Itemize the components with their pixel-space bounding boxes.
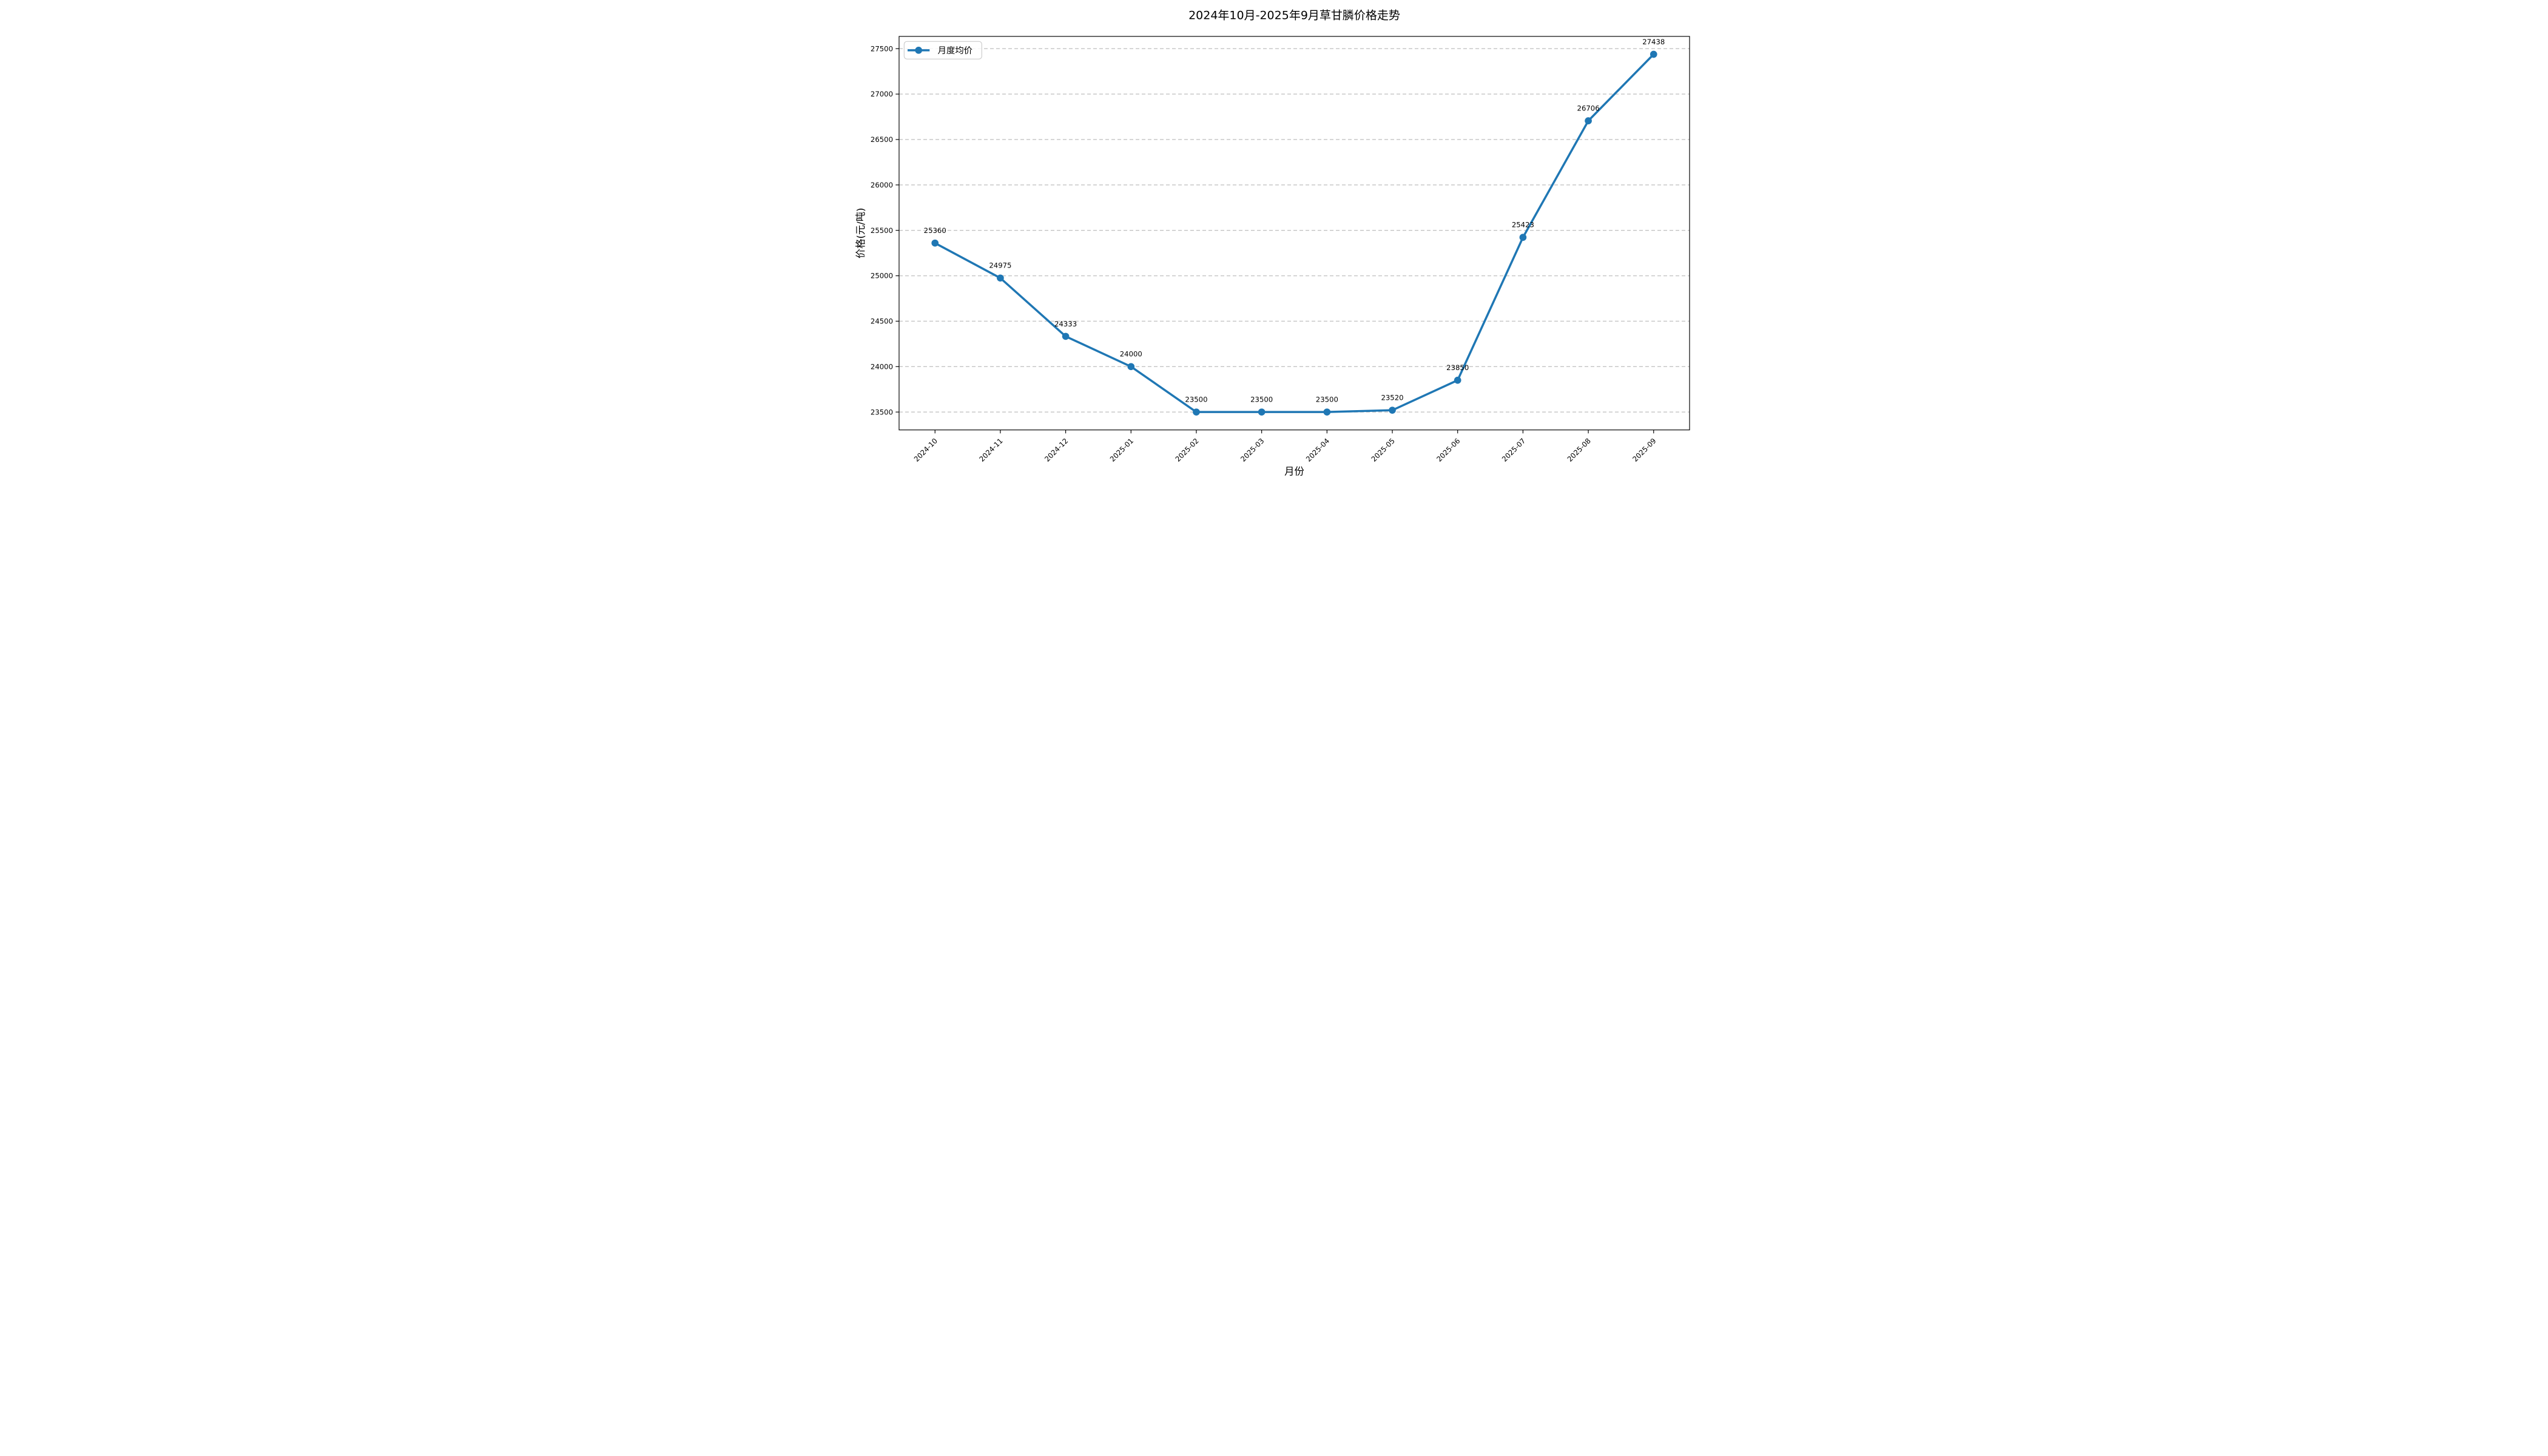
chart-figure: 23500 24000 24500 25000 25500 26000 26500 27000… bbox=[849, 0, 1699, 485]
data-point-2025-07 bbox=[1519, 234, 1527, 241]
x-axis-title: 月份 bbox=[1284, 466, 1304, 477]
data-point-2024-10 bbox=[931, 239, 939, 247]
data-point-2025-02 bbox=[1193, 408, 1200, 416]
point-label-2025-05: 23520 bbox=[1381, 394, 1403, 402]
y-tick-label: 26000 bbox=[871, 181, 893, 189]
data-point-2024-11 bbox=[997, 274, 1004, 282]
data-point-2025-09 bbox=[1650, 50, 1657, 58]
y-tick-label: 24000 bbox=[871, 362, 893, 371]
y-tick-label: 27500 bbox=[871, 44, 893, 53]
price-trend-line-chart: 23500 24000 24500 25000 25500 26000 26500 27000… bbox=[849, 0, 1699, 485]
chart-background bbox=[849, 0, 1699, 485]
point-label-2025-08: 26706 bbox=[1577, 104, 1600, 112]
chart-page: 23500 24000 24500 25000 25500 26000 26500 27000… bbox=[849, 0, 1699, 485]
y-tick-label: 23500 bbox=[871, 408, 893, 416]
point-label-2025-01: 24000 bbox=[1120, 350, 1142, 359]
data-point-2025-06 bbox=[1454, 376, 1461, 384]
point-label-2024-12: 24333 bbox=[1054, 320, 1077, 328]
data-point-2025-08 bbox=[1585, 117, 1592, 124]
legend-marker-icon bbox=[915, 47, 922, 54]
data-point-2025-01 bbox=[1127, 363, 1135, 371]
y-tick-label: 26500 bbox=[871, 135, 893, 144]
point-label-2024-11: 24975 bbox=[989, 261, 1011, 270]
point-label-2025-02: 23500 bbox=[1185, 396, 1207, 404]
data-point-2025-05 bbox=[1389, 406, 1396, 414]
y-tick-label: 25500 bbox=[871, 226, 893, 235]
legend-label: 月度均价 bbox=[938, 46, 972, 56]
point-label-2025-07: 25423 bbox=[1512, 221, 1534, 229]
point-label-2024-10: 25360 bbox=[924, 226, 946, 235]
point-label-2025-04: 23500 bbox=[1316, 396, 1338, 404]
point-label-2025-09: 27438 bbox=[1642, 38, 1665, 46]
point-label-2025-03: 23500 bbox=[1250, 396, 1273, 404]
chart-title: 2024年10月-2025年9月草甘膦价格走势 bbox=[1188, 9, 1400, 22]
y-tick-label: 25000 bbox=[871, 272, 893, 280]
axes-spines bbox=[898, 36, 1690, 431]
y-axis-title: 价格(元/吨) bbox=[855, 208, 866, 259]
price-line-series bbox=[934, 53, 1655, 413]
data-point-2025-03 bbox=[1258, 408, 1266, 416]
y-tick-label: 24500 bbox=[871, 317, 893, 326]
y-tick-label: 27000 bbox=[871, 90, 893, 98]
data-point-2025-04 bbox=[1323, 408, 1331, 416]
legend-box bbox=[903, 41, 982, 59]
point-label-2025-06: 23850 bbox=[1446, 363, 1469, 372]
data-point-2024-12 bbox=[1062, 332, 1070, 340]
